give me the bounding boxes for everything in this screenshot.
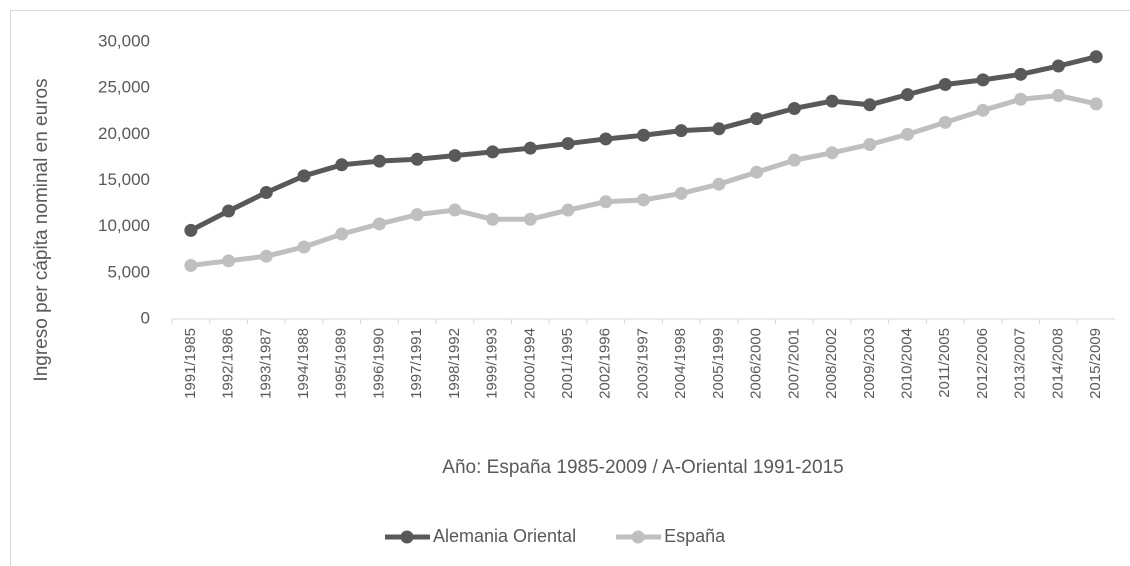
point	[599, 195, 613, 209]
point	[750, 112, 764, 126]
x-tick-label: 2001/1995	[559, 328, 576, 399]
x-tick-label: 2004/1998	[672, 328, 689, 399]
x-tick-label: 2005/1999	[710, 328, 727, 399]
x-tick-label: 2008/2002	[823, 328, 840, 399]
x-tick-label: 1992/1986	[220, 328, 237, 399]
point	[976, 103, 990, 117]
point	[825, 146, 839, 160]
point	[637, 128, 650, 142]
y-tick-label: 10,000	[98, 216, 150, 235]
point	[297, 240, 311, 254]
point	[863, 98, 877, 112]
point	[259, 249, 273, 263]
chart-border	[10, 10, 1130, 566]
point	[561, 203, 575, 217]
x-tick-label: 2002/1996	[597, 328, 614, 399]
x-tick-label: 2000/1994	[521, 328, 538, 399]
point	[750, 165, 764, 179]
y-tick-label: 0	[141, 308, 150, 327]
x-tick-label: 2013/2007	[1012, 328, 1029, 399]
point	[561, 137, 575, 151]
point	[901, 127, 915, 141]
x-axis-title: Año: España 1985-2009 / A-Oriental 1991-…	[442, 457, 843, 478]
point	[372, 154, 386, 168]
point	[825, 94, 839, 108]
point	[863, 137, 877, 151]
legend-label: Alemania Oriental	[433, 526, 576, 546]
x-tick-label: 1999/1993	[484, 328, 501, 399]
point	[976, 73, 990, 87]
y-tick-label: 5,000	[107, 262, 150, 281]
point	[523, 212, 537, 226]
point	[787, 101, 801, 115]
point	[448, 149, 462, 163]
x-tick-label: 1996/1990	[370, 328, 387, 399]
point	[637, 193, 650, 207]
point	[1051, 89, 1065, 103]
point	[259, 186, 273, 200]
series-line	[190, 93, 1097, 268]
x-tick-label: 2003/1997	[634, 328, 651, 399]
point	[372, 217, 386, 231]
x-tick-label: 1998/1992	[446, 328, 463, 399]
legend-label: España	[664, 526, 726, 546]
x-tick-label: 1993/1987	[257, 328, 274, 399]
x-tick-label: 1991/1985	[182, 328, 199, 399]
y-tick-label: 25,000	[98, 78, 150, 97]
point	[938, 77, 952, 91]
x-tick-label: 2011/2005	[936, 328, 953, 398]
x-tick-label: 1995/1989	[333, 328, 350, 399]
point	[674, 124, 688, 138]
point	[297, 169, 311, 183]
x-tick-label: 2006/2000	[748, 328, 765, 399]
x-tick-label: 2012/2006	[974, 328, 991, 399]
point	[1014, 67, 1028, 81]
point	[1089, 97, 1103, 111]
point	[335, 227, 349, 241]
x-tick-label: 2010/2004	[899, 328, 916, 399]
point	[448, 203, 462, 217]
point	[184, 223, 198, 237]
point	[486, 212, 500, 226]
point	[222, 204, 236, 218]
point	[184, 258, 198, 272]
point	[335, 158, 349, 172]
y-tick-label: 30,000	[98, 31, 150, 50]
legend-marker	[400, 530, 414, 544]
point	[1089, 50, 1103, 64]
x-tick-label: 1997/1991	[408, 328, 425, 399]
point	[486, 145, 500, 159]
point	[222, 254, 236, 268]
legend-marker	[631, 530, 645, 544]
y-axis-title: Ingreso per cápita nominal en euros	[31, 78, 52, 381]
point	[787, 153, 801, 167]
x-tick-label: 2014/2008	[1049, 328, 1066, 399]
point	[1051, 59, 1065, 73]
point	[410, 152, 424, 166]
point	[1014, 92, 1028, 106]
x-tick-label: 2009/2003	[861, 328, 878, 399]
x-tick-label: 2015/2009	[1087, 328, 1104, 399]
point	[523, 141, 537, 155]
point	[599, 132, 613, 146]
x-tick-label: 2007/2001	[785, 328, 802, 399]
point	[938, 115, 952, 129]
point	[901, 88, 915, 102]
point	[674, 186, 688, 200]
point	[712, 177, 726, 191]
x-tick-label: 1994/1988	[295, 328, 312, 399]
y-tick-label: 15,000	[98, 170, 150, 189]
y-tick-label: 20,000	[98, 124, 150, 143]
point	[410, 208, 424, 222]
point	[712, 122, 726, 136]
